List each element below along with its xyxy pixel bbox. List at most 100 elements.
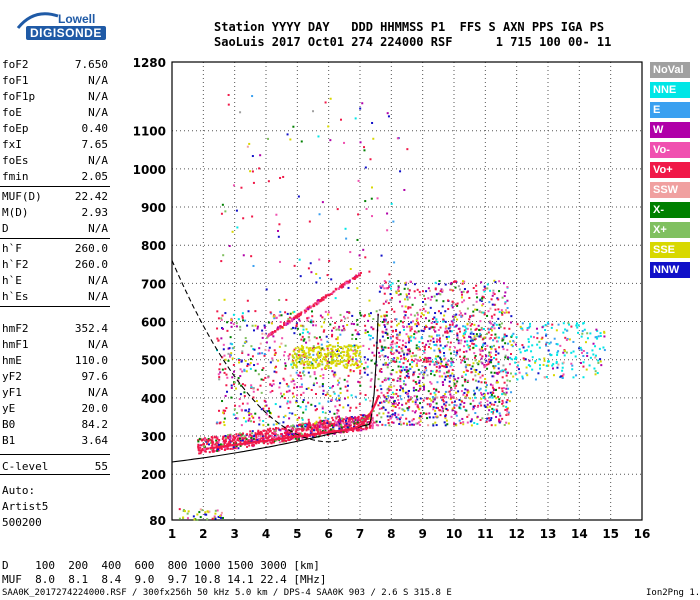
echo-point <box>570 351 573 354</box>
echo-point <box>396 137 399 140</box>
echo-point <box>326 363 329 366</box>
echo-point <box>343 141 346 144</box>
echo-point <box>307 356 310 359</box>
echo-point <box>303 367 306 370</box>
echo-point <box>239 325 242 328</box>
echo-point <box>288 428 291 431</box>
echo-point <box>424 367 427 370</box>
echo-point <box>461 359 464 362</box>
echo-point <box>316 429 319 432</box>
echo-point <box>447 371 450 374</box>
echo-point <box>245 370 248 373</box>
echo-point <box>412 418 415 421</box>
echo-point <box>455 354 458 357</box>
echo-point <box>386 391 389 394</box>
echo-point <box>509 356 512 359</box>
echo-point <box>388 273 391 276</box>
echo-point <box>439 344 442 347</box>
echo-point <box>299 385 302 388</box>
echo-point <box>250 386 253 389</box>
echo-point <box>510 315 513 318</box>
echo-point <box>343 345 346 348</box>
echo-point <box>367 319 370 322</box>
echo-point <box>408 325 411 328</box>
echo-point <box>314 361 317 364</box>
echo-point <box>284 311 287 314</box>
echo-point <box>328 344 331 347</box>
echo-point <box>317 135 320 138</box>
echo-point <box>278 327 281 330</box>
echo-point <box>299 324 302 327</box>
echo-point <box>315 408 318 411</box>
echo-point <box>511 345 514 348</box>
echo-point <box>241 383 244 386</box>
echo-point <box>420 337 423 340</box>
echo-point <box>493 327 496 330</box>
echo-point <box>386 212 389 215</box>
echo-point <box>545 344 548 347</box>
echo-point <box>214 449 217 452</box>
param-value: N/A <box>88 386 108 399</box>
echo-point <box>431 370 434 373</box>
echo-point <box>458 288 461 291</box>
echo-point <box>229 440 232 443</box>
echo-point <box>447 307 450 310</box>
echo-point <box>437 407 440 410</box>
echo-point <box>602 346 605 349</box>
echo-point <box>491 317 494 320</box>
echo-point <box>494 364 497 367</box>
echo-point <box>197 447 200 450</box>
echo-point <box>489 359 492 362</box>
echo-point <box>488 396 491 399</box>
echo-point <box>435 424 438 427</box>
echo-point <box>318 364 321 367</box>
echo-point <box>364 329 367 332</box>
echo-point <box>461 384 464 387</box>
echo-point <box>222 436 225 439</box>
echo-point <box>305 310 308 313</box>
echo-point <box>337 353 340 356</box>
echo-point <box>416 311 419 314</box>
echo-point <box>346 324 349 327</box>
echo-point <box>452 281 455 284</box>
echo-point <box>394 402 397 405</box>
echo-point <box>302 399 305 402</box>
echo-point <box>461 417 464 420</box>
echo-point <box>267 349 270 352</box>
echo-point <box>352 417 355 420</box>
param-value: 3.64 <box>81 434 109 447</box>
echo-point <box>363 149 366 152</box>
echo-point <box>332 290 335 293</box>
echo-point <box>317 351 320 354</box>
echo-point <box>230 325 233 328</box>
echo-point <box>320 325 323 328</box>
echo-point <box>239 437 242 440</box>
echo-point <box>315 426 318 429</box>
echo-point <box>262 437 265 440</box>
echo-point <box>254 412 257 415</box>
echo-point <box>377 404 380 407</box>
echo-point <box>481 298 484 301</box>
echo-point <box>329 421 332 424</box>
echo-point <box>552 374 555 377</box>
x-tick-label: 7 <box>356 527 364 541</box>
echo-point <box>505 384 508 387</box>
echo-point <box>321 201 324 204</box>
echo-point <box>516 366 519 369</box>
echo-point <box>250 434 253 437</box>
echo-point <box>326 355 329 358</box>
echo-point <box>454 286 457 289</box>
echo-point <box>295 355 298 358</box>
echo-point <box>302 370 305 373</box>
echo-point <box>417 389 420 392</box>
echo-point <box>324 416 327 419</box>
echo-point <box>493 337 496 340</box>
echo-point <box>432 423 435 426</box>
echo-point <box>450 288 453 291</box>
echo-point <box>306 362 309 365</box>
echo-point <box>314 347 317 350</box>
echo-point <box>565 339 568 342</box>
echo-point <box>412 320 415 323</box>
echo-point <box>561 374 564 377</box>
echo-point <box>553 337 556 340</box>
